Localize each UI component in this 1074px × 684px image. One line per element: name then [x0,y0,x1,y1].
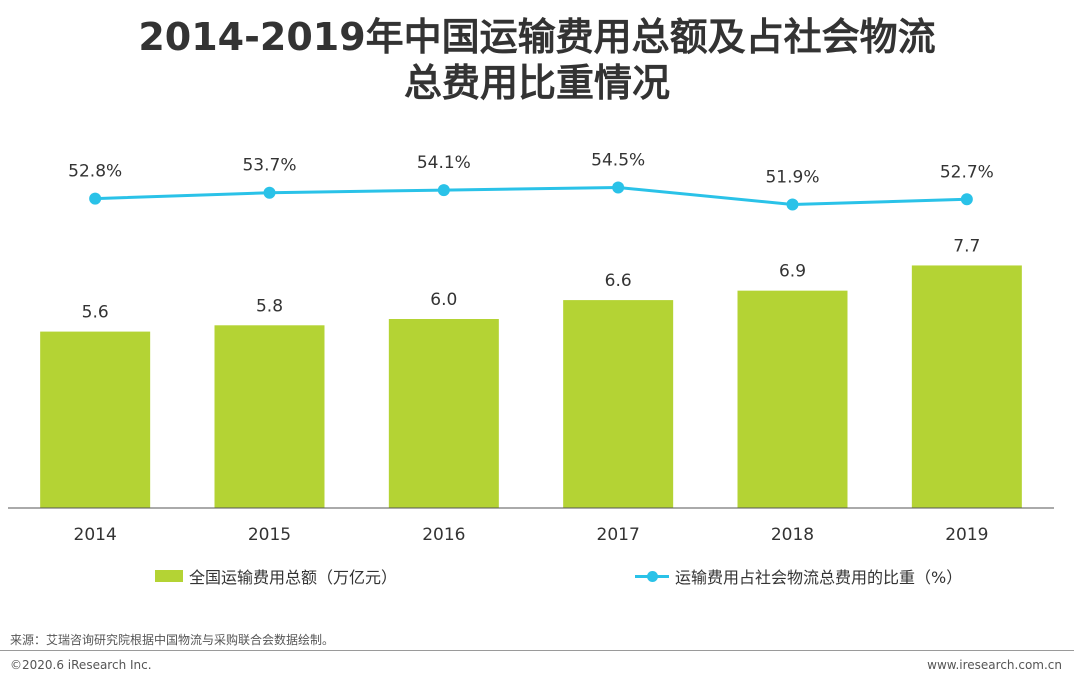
bar-label-2016: 6.0 [430,290,457,310]
x-tick-label-2017: 2017 [597,525,640,545]
bar-2019 [911,265,1022,508]
bar-2014 [40,331,151,508]
bar-2016 [388,319,499,508]
website-link[interactable]: www.iresearch.com.cn [927,658,1062,672]
ratio-point-2016 [437,184,450,197]
copyright: ©2020.6 iResearch Inc. [10,658,152,672]
x-tick-label-2014: 2014 [74,525,117,545]
bar-2018 [737,290,848,508]
legend-bar-swatch [155,570,183,582]
footer-divider [0,650,1074,651]
legend-line-swatch [635,570,669,582]
chart-title-line-2: 总费用比重情况 [403,61,670,105]
bar-2015 [214,325,325,508]
x-tick-label-2018: 2018 [771,525,814,545]
ratio-point-2017 [612,181,625,194]
x-tick-label-2015: 2015 [248,525,291,545]
legend-label-ratio: 运输费用占社会物流总费用的比重（%） [675,568,963,587]
bar-label-2015: 5.8 [256,296,283,316]
ratio-point-2014 [89,192,102,205]
bar-label-2014: 5.6 [82,303,109,323]
legend-label-total-cost: 全国运输费用总额（万亿元） [189,568,398,587]
chart-title-line-1: 2014-2019年中国运输费用总额及占社会物流 [138,15,936,59]
ratio-label-2014: 52.8% [68,162,122,182]
ratio-label-2017: 54.5% [591,150,645,170]
bar-label-2018: 6.9 [779,262,806,282]
bar-label-2019: 7.7 [953,236,980,256]
bar-label-2017: 6.6 [605,271,632,291]
ratio-point-2019 [960,193,973,206]
ratio-series-line [95,185,967,207]
source-note: 来源：艾瑞咨询研究院根据中国物流与采购联合会数据绘制。 [10,633,335,647]
ratio-label-2015: 53.7% [242,156,296,176]
bar-2017 [563,300,674,508]
ratio-point-2018 [786,198,799,211]
chart: 5.6 2014 5.8 2015 6.0 2016 6.6 2017 6.9 2018 7.7 20… [8,150,1054,545]
chart-title: 2014-2019年中国运输费用总额及占社会物流 总费用比重情况 [0,14,1074,106]
ratio-point-2015 [263,186,276,199]
legend-item-total-cost: 全国运输费用总额（万亿元） [155,565,397,587]
x-tick-label-2019: 2019 [945,525,988,545]
ratio-label-2016: 54.1% [417,153,471,173]
ratio-label-2018: 51.9% [765,168,819,188]
legend-item-ratio: 运输费用占社会物流总费用的比重（%） [635,565,962,587]
ratio-label-2019: 52.7% [940,162,994,182]
x-tick-label-2016: 2016 [422,525,465,545]
